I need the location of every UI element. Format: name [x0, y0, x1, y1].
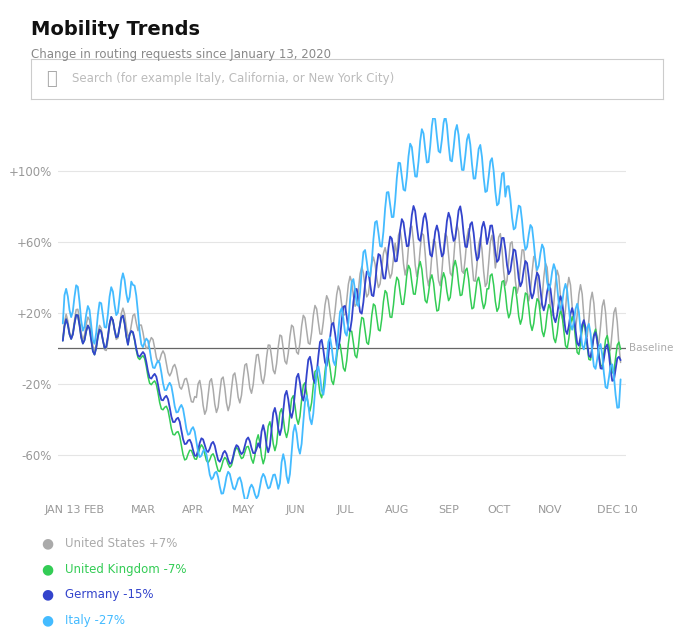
- Text: ●: ●: [41, 537, 54, 551]
- Text: ●: ●: [41, 562, 54, 576]
- Text: Baseline: Baseline: [629, 343, 673, 354]
- Text: ⌕: ⌕: [46, 70, 57, 88]
- Text: ●: ●: [41, 588, 54, 602]
- Text: Mobility Trends: Mobility Trends: [31, 20, 200, 39]
- Text: United States +7%: United States +7%: [65, 537, 177, 550]
- Text: Germany -15%: Germany -15%: [65, 588, 153, 601]
- Text: Italy -27%: Italy -27%: [65, 614, 124, 626]
- Text: United Kingdom -7%: United Kingdom -7%: [65, 563, 186, 576]
- Text: Search (for example Italy, California, or New York City): Search (for example Italy, California, o…: [71, 73, 394, 85]
- Text: ●: ●: [41, 613, 54, 627]
- Text: Change in routing requests since January 13, 2020: Change in routing requests since January…: [31, 48, 330, 61]
